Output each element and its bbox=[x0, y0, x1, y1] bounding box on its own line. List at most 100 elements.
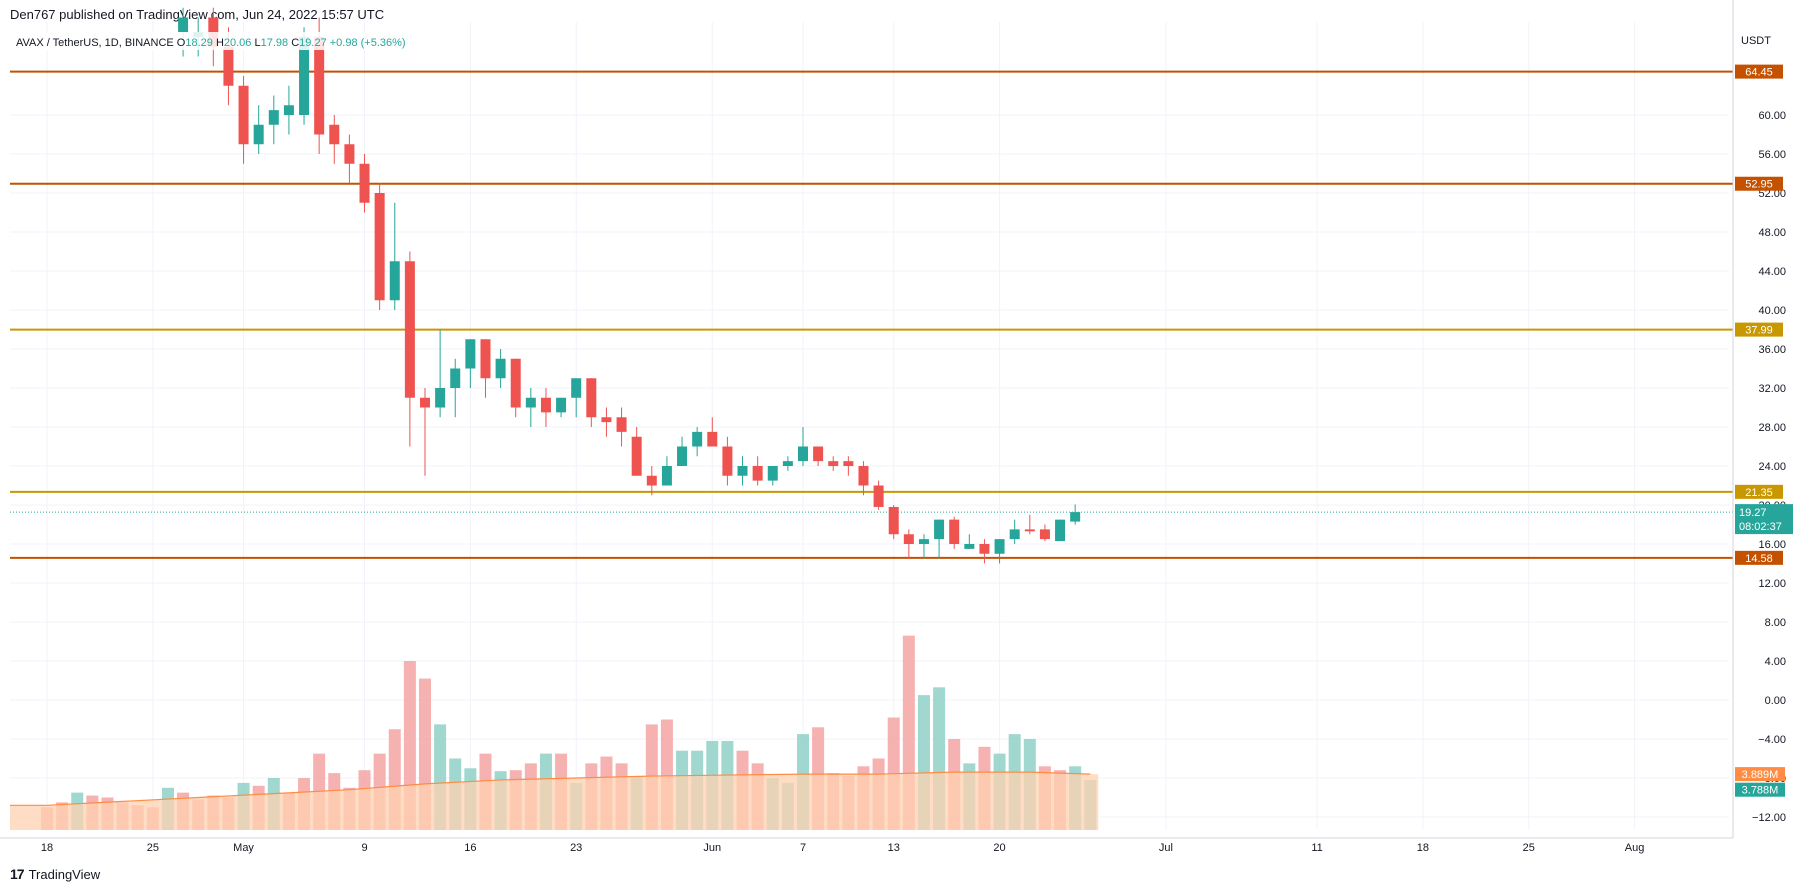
level-badge bbox=[1735, 484, 1783, 499]
price-badges: 64.45 52.95 37.99 21.35 14.58 19.27 08:02:37 3.… bbox=[1735, 64, 1793, 797]
legend-backdrop bbox=[12, 32, 448, 50]
candle-body bbox=[389, 261, 400, 301]
candle-body bbox=[692, 431, 703, 447]
open-label: O bbox=[177, 37, 186, 49]
volume-ma-line bbox=[10, 771, 1091, 806]
candle-body bbox=[677, 446, 688, 466]
countdown-label: 08:02:37 bbox=[1739, 521, 1782, 533]
footer: 17 TradingView bbox=[10, 866, 100, 882]
y-tick-label: 24.00 bbox=[1758, 461, 1786, 473]
y-tick-label: 48.00 bbox=[1758, 227, 1786, 239]
volume-badge-label: 3.788M bbox=[1742, 785, 1779, 797]
y-tick-label: 52.00 bbox=[1758, 188, 1786, 200]
candle-body bbox=[752, 466, 763, 481]
candle-body bbox=[707, 431, 718, 447]
brand-name[interactable]: TradingView bbox=[28, 866, 101, 882]
y-tick-label: 28.00 bbox=[1758, 422, 1786, 434]
symbol-pair: AVAX / TetherUS, 1D, BINANCE bbox=[16, 37, 177, 49]
support-resistance-levels bbox=[10, 70, 1733, 559]
y-tick-label: 36.00 bbox=[1758, 344, 1786, 356]
x-tick-label: 13 bbox=[888, 842, 900, 854]
candle-body bbox=[782, 461, 793, 466]
candle-body bbox=[903, 534, 914, 544]
last-price-badge bbox=[1735, 504, 1793, 535]
y-tick-label: 44.00 bbox=[1758, 266, 1786, 278]
y-tick-label: 4.00 bbox=[1765, 656, 1786, 668]
close-value: 19.27 bbox=[299, 37, 330, 49]
candle-body bbox=[994, 539, 1005, 554]
volume-moving-average bbox=[10, 771, 1099, 830]
candle-body bbox=[253, 124, 264, 145]
level-badge-label: 52.95 bbox=[1745, 179, 1773, 191]
candle-body bbox=[586, 378, 597, 418]
candle-body bbox=[873, 485, 884, 507]
candle-body bbox=[283, 105, 294, 115]
candle-body bbox=[450, 368, 461, 388]
candle-body bbox=[858, 466, 869, 486]
level-badge-label: 14.58 bbox=[1745, 553, 1773, 565]
x-tick-label: 11 bbox=[1311, 842, 1322, 854]
candle-body bbox=[616, 417, 627, 432]
level-badge bbox=[1735, 322, 1783, 337]
candle-body bbox=[979, 544, 990, 554]
candle-body bbox=[813, 446, 824, 462]
candle-body bbox=[223, 46, 234, 86]
candle-body bbox=[420, 397, 430, 408]
x-tick-label: 16 bbox=[464, 842, 476, 854]
x-tick-label: 7 bbox=[800, 842, 806, 854]
candle-body bbox=[601, 417, 612, 423]
candle-body bbox=[798, 446, 808, 462]
level-badge bbox=[1735, 176, 1783, 191]
candle-body bbox=[1039, 529, 1050, 540]
candle-body bbox=[737, 466, 748, 476]
candle-body bbox=[767, 466, 778, 481]
volume-badge bbox=[1735, 782, 1785, 797]
candle-body bbox=[404, 261, 415, 398]
candle-body bbox=[268, 110, 279, 125]
candle-body bbox=[178, 17, 189, 33]
y-tick-label: 12.00 bbox=[1758, 578, 1786, 590]
y-tick-label: 8.00 bbox=[1765, 617, 1786, 629]
low-value: 17.98 bbox=[261, 37, 292, 49]
x-tick-label: 18 bbox=[1417, 842, 1429, 854]
change-value: +0.98 (+5.36%) bbox=[330, 37, 406, 49]
candle-body bbox=[964, 544, 975, 549]
candle-body bbox=[344, 144, 355, 164]
tradingview-logo-icon: 17 bbox=[10, 866, 25, 882]
level-badge-label: 21.35 bbox=[1745, 487, 1773, 499]
level-badge bbox=[1735, 550, 1783, 565]
y-tick-label: −4.00 bbox=[1758, 734, 1786, 746]
symbol-legend: AVAX / TetherUS, 1D, BINANCE O18.29 H20.… bbox=[12, 32, 448, 50]
candle-body bbox=[934, 519, 945, 540]
candle-body bbox=[480, 339, 491, 379]
x-tick-label: 9 bbox=[361, 842, 367, 854]
x-tick-label: Jun bbox=[703, 842, 721, 854]
candlesticks bbox=[178, 7, 1081, 564]
x-tick-label: May bbox=[233, 842, 254, 854]
close-label: C bbox=[291, 37, 299, 49]
y-tick-label: 16.00 bbox=[1758, 539, 1786, 551]
volume-badge-label: 3.889M bbox=[1742, 769, 1779, 781]
candle-body bbox=[374, 193, 385, 301]
open-value: 18.29 bbox=[185, 37, 216, 49]
y-tick-label: 56.00 bbox=[1758, 149, 1786, 161]
level-badge bbox=[1735, 64, 1783, 79]
candle-body bbox=[631, 436, 642, 476]
x-tick-label: 20 bbox=[993, 842, 1005, 854]
x-tick-label: 18 bbox=[41, 842, 53, 854]
volume-ma-area bbox=[10, 772, 1099, 830]
candle-body bbox=[1009, 529, 1020, 540]
candle-body bbox=[1024, 529, 1035, 532]
candle-body bbox=[495, 358, 506, 379]
candle-body bbox=[918, 539, 929, 544]
candle-body bbox=[1070, 512, 1081, 522]
candle-body bbox=[1055, 519, 1066, 542]
high-value: 20.06 bbox=[224, 37, 255, 49]
candle-body bbox=[314, 37, 325, 135]
x-tick-label: Aug bbox=[1625, 842, 1645, 854]
candle-body bbox=[465, 339, 476, 369]
y-tick-label: −12.00 bbox=[1752, 812, 1786, 824]
candle-body bbox=[238, 85, 249, 145]
candle-body bbox=[359, 163, 370, 203]
